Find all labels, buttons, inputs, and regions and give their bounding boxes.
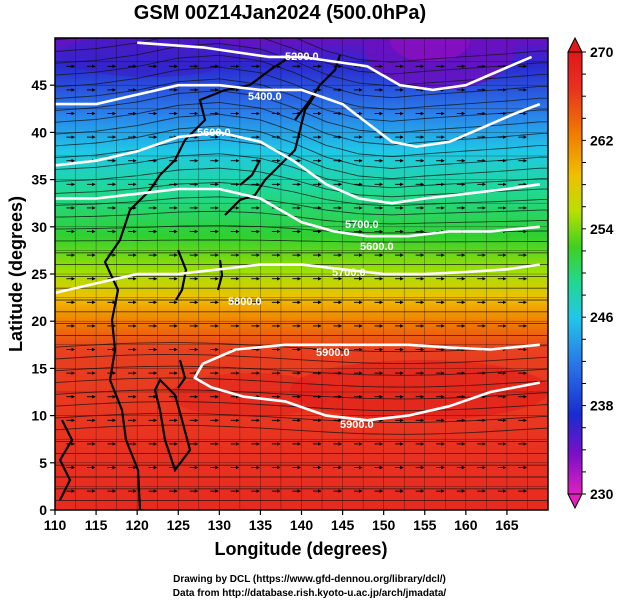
x-tick-label: 150 [372, 517, 396, 533]
x-tick-label: 155 [413, 517, 437, 533]
contour-label-5900-upper: 5900.0 [316, 347, 350, 359]
colorbar-tick-label: 270 [590, 44, 614, 60]
contour-line-5900 [193, 363, 541, 422]
contour-label-5400: 5400.0 [248, 91, 282, 103]
y-tick-label: 5 [39, 455, 47, 471]
contour-label-5800: 5800.0 [228, 296, 262, 308]
x-axis-title: Longitude (degrees) [214, 539, 387, 559]
colorbar-top-arrow [567, 36, 583, 53]
grid [55, 38, 548, 510]
y-tick-label: 25 [31, 266, 47, 282]
x-axis: 110 115 120 125 130 135 140 145 150 155 160 165 [44, 510, 519, 533]
colorbar-tick-label: 254 [590, 221, 614, 237]
colorbar-tick-label: 230 [590, 486, 614, 502]
x-tick-label: 110 [44, 517, 67, 533]
y-tick-label: 45 [31, 77, 47, 93]
x-tick-label: 140 [290, 517, 314, 533]
colorbar: 230 238 246 254 262 270 [567, 36, 614, 510]
x-tick-label: 115 [85, 517, 108, 533]
contour-label-5600: 5600.0 [197, 127, 231, 139]
y-tick-label: 35 [31, 172, 47, 188]
contour-line-5200 [137, 41, 533, 92]
credit-drawing: Drawing by DCL (https://www.gfd-dennou.o… [173, 574, 446, 585]
y-tick-label: 0 [39, 502, 47, 518]
colorbar-tick-label: 246 [590, 309, 614, 325]
contour-line-5700 [55, 187, 540, 238]
colorbar-bar [567, 51, 583, 495]
y-axis: 0 5 10 15 20 25 30 35 40 45 [31, 77, 55, 518]
y-tick-label: 20 [31, 313, 47, 329]
x-tick-label: 135 [249, 517, 273, 533]
credit-data-source: Data from http://database.rish.kyoto-u.a… [172, 588, 447, 599]
x-tick-label: 160 [454, 517, 478, 533]
contour-line-5400 [55, 83, 541, 148]
y-axis-title: Latitude (degrees) [6, 196, 26, 352]
x-tick-label: 120 [125, 517, 149, 533]
contour-line-5800 [55, 263, 540, 295]
contour-line-5600 [55, 131, 540, 205]
contour-label-5700-east: 5700.0 [332, 267, 366, 279]
colorbar-tick-label: 238 [590, 398, 614, 414]
y-tick-label: 40 [31, 124, 47, 140]
colorbar-tick-label: 262 [590, 132, 614, 148]
contour-line-5900 [202, 343, 540, 365]
x-tick-label: 130 [208, 517, 232, 533]
y-tick-label: 15 [31, 360, 47, 376]
x-tick-label: 165 [495, 517, 519, 533]
contour-label-5700: 5700.0 [345, 219, 379, 231]
contour-label-5900-lower: 5900.0 [340, 419, 374, 431]
x-tick-label: 145 [331, 517, 355, 533]
contour-label-5600-east: 5600.0 [360, 241, 394, 253]
y-tick-label: 10 [31, 408, 47, 424]
contour-label-5200: 5200.0 [285, 51, 319, 63]
contour-labels: 5200.0 5400.0 5600.0 5700.0 5800.0 5900.… [197, 51, 394, 431]
map-title: GSM 00Z14Jan2024 (500.0hPa) [133, 2, 427, 24]
height-contours [55, 41, 541, 422]
x-tick-label: 125 [167, 517, 191, 533]
colorbar-bottom-arrow [567, 493, 583, 510]
y-tick-label: 30 [31, 219, 47, 235]
